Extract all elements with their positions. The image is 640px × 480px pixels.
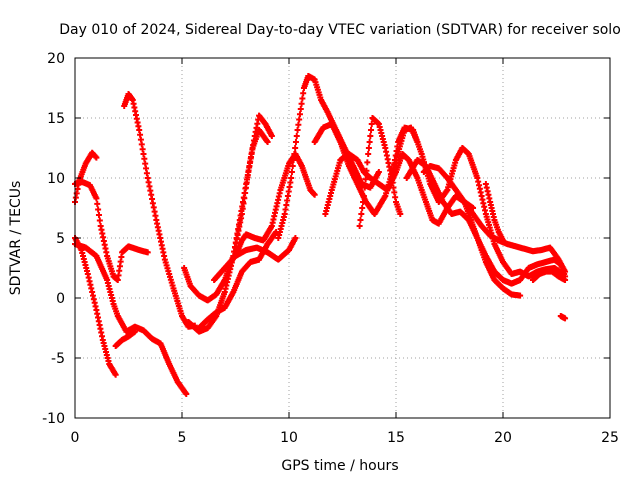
marker-trace bbox=[232, 151, 318, 259]
x-tick-label: 0 bbox=[71, 430, 80, 446]
series-track-5 bbox=[112, 328, 138, 349]
x-tick-label: 10 bbox=[280, 430, 298, 446]
marker-trace bbox=[388, 124, 566, 280]
series-track-19 bbox=[461, 199, 569, 287]
series-track-22 bbox=[557, 313, 569, 322]
series-track-16 bbox=[388, 124, 566, 280]
marker-trace bbox=[529, 268, 569, 283]
marker-trace bbox=[196, 229, 280, 331]
series-track-11 bbox=[232, 151, 318, 259]
y-tick-label: 0 bbox=[56, 291, 65, 307]
marker-trace bbox=[461, 199, 569, 287]
x-axis-label: GPS time / hours bbox=[281, 458, 398, 474]
chart-title: Day 010 of 2024, Sidereal Day-to-day VTE… bbox=[59, 22, 621, 38]
series-track-6 bbox=[121, 91, 198, 330]
marker-trace bbox=[112, 328, 138, 349]
y-tick-label: 5 bbox=[56, 231, 65, 247]
x-tick-label: 15 bbox=[387, 430, 405, 446]
marker-trace bbox=[557, 313, 569, 322]
marker-trace bbox=[482, 181, 506, 244]
series-track-9 bbox=[196, 229, 280, 331]
series-track-10 bbox=[211, 235, 299, 283]
series-track-4 bbox=[72, 241, 190, 397]
marker-trace bbox=[72, 241, 190, 397]
y-tick-label: 20 bbox=[47, 51, 65, 67]
data-points bbox=[72, 73, 569, 397]
x-tick-label: 25 bbox=[601, 430, 619, 446]
y-tick-label: -5 bbox=[51, 351, 65, 367]
series-track-21 bbox=[529, 268, 569, 283]
series-track-20 bbox=[482, 181, 506, 244]
y-axis-label: SDTVAR / TECUs bbox=[8, 181, 24, 296]
x-tick-label: 5 bbox=[178, 430, 187, 446]
y-tick-label: -10 bbox=[42, 411, 65, 427]
marker-trace bbox=[211, 235, 299, 283]
x-tick-label: 20 bbox=[494, 430, 512, 446]
axis-ticks: 0 5 10 15 20 25 -10 -5 0 5 10 15 20 bbox=[42, 51, 619, 446]
grid bbox=[75, 58, 610, 418]
marker-trace bbox=[121, 91, 198, 330]
y-tick-label: 15 bbox=[47, 111, 65, 127]
y-tick-label: 10 bbox=[47, 171, 65, 187]
